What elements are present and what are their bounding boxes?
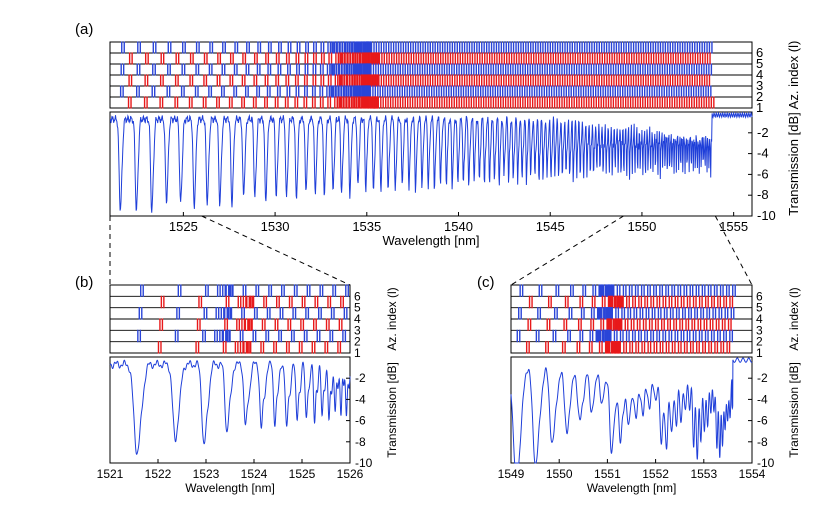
y-tick-label: -2 bbox=[757, 125, 769, 140]
mode-axis-label: Az. index (l) bbox=[787, 287, 801, 350]
mode-index-label: 5 bbox=[354, 301, 361, 315]
x-axis-label: Wavelength [nm] bbox=[382, 233, 479, 248]
mode-index-label: 2 bbox=[354, 335, 361, 349]
mode-index-label: 4 bbox=[756, 67, 763, 82]
y-tick-label: -10 bbox=[757, 456, 775, 470]
mode-axis-label: Az. index (l) bbox=[786, 41, 801, 110]
x-tick-label: 1545 bbox=[536, 219, 565, 234]
mode-index-label: 1 bbox=[756, 100, 763, 115]
y-tick-label: -6 bbox=[757, 166, 769, 181]
panel-label: (c) bbox=[477, 274, 495, 291]
transmission-series-line bbox=[510, 357, 753, 464]
x-tick-label: 1549 bbox=[498, 467, 525, 481]
x-tick-label: 1550 bbox=[627, 219, 656, 234]
mode-index-label: 4 bbox=[354, 312, 361, 326]
mode-index-label: 6 bbox=[756, 289, 763, 303]
plot-frame bbox=[510, 356, 753, 464]
panel-label: (a) bbox=[75, 21, 93, 38]
y-tick-label: -6 bbox=[355, 414, 366, 428]
x-tick-label: 1522 bbox=[145, 467, 172, 481]
y-tick-label: -8 bbox=[757, 187, 769, 202]
x-tick-label: 1521 bbox=[97, 467, 124, 481]
mode-index-label: 6 bbox=[756, 45, 763, 60]
x-axis-label: Wavelength [nm] bbox=[185, 481, 275, 495]
mode-index-label: 1 bbox=[354, 346, 361, 360]
x-tick-label: 1554 bbox=[739, 467, 766, 481]
plot-frame bbox=[109, 356, 351, 464]
transmission-series-line bbox=[109, 111, 753, 213]
mode-index-label: 3 bbox=[756, 78, 763, 93]
x-tick-label: 1551 bbox=[594, 467, 621, 481]
y-tick-label: -2 bbox=[355, 371, 366, 385]
y-tick-label: -10 bbox=[355, 456, 373, 470]
x-tick-label: 1535 bbox=[352, 219, 381, 234]
mode-index-label: 2 bbox=[756, 89, 763, 104]
zoom-connector-line bbox=[714, 215, 753, 286]
y-tick-label: -8 bbox=[355, 435, 366, 449]
x-tick-label: 1552 bbox=[642, 467, 669, 481]
y-tick-label: -4 bbox=[355, 392, 366, 406]
mode-index-label: 6 bbox=[354, 289, 361, 303]
x-tick-label: 1526 bbox=[337, 467, 364, 481]
panel-label: (b) bbox=[75, 274, 93, 291]
mode-index-label: 3 bbox=[756, 323, 763, 337]
y-tick-label: -4 bbox=[757, 392, 768, 406]
y-axis-label: Transmission [dB] bbox=[786, 112, 801, 216]
x-tick-label: 1523 bbox=[193, 467, 220, 481]
y-tick-label: -6 bbox=[757, 414, 768, 428]
x-tick-label: 1553 bbox=[690, 467, 717, 481]
transmission-series-line bbox=[109, 359, 351, 455]
y-tick-label: -2 bbox=[757, 371, 768, 385]
mode-index-label: 2 bbox=[756, 335, 763, 349]
mode-index-label: 5 bbox=[756, 301, 763, 315]
mode-index-label: 5 bbox=[756, 56, 763, 71]
y-tick-label: -8 bbox=[757, 435, 768, 449]
x-tick-label: 1540 bbox=[444, 219, 473, 234]
mode-index-label: 1 bbox=[756, 346, 763, 360]
x-axis-label: Wavelength [nm] bbox=[587, 481, 677, 495]
mode-index-label: 4 bbox=[756, 312, 763, 326]
x-tick-label: 1525 bbox=[289, 467, 316, 481]
mode-index-label: 3 bbox=[354, 323, 361, 337]
zoom-connector-line bbox=[201, 215, 351, 286]
y-tick-label: -4 bbox=[757, 146, 769, 161]
zoom-connector-line bbox=[510, 215, 624, 286]
x-tick-label: 1530 bbox=[261, 219, 290, 234]
y-tick-label: -10 bbox=[757, 208, 776, 223]
x-tick-label: 1555 bbox=[719, 219, 748, 234]
y-axis-label: Transmission [dB] bbox=[787, 362, 801, 458]
y-axis-label: Transmission [dB] bbox=[385, 362, 399, 458]
plot-frame bbox=[109, 111, 753, 217]
mode-axis-label: Az. index (l) bbox=[385, 287, 399, 350]
x-tick-label: 1524 bbox=[241, 467, 268, 481]
x-tick-label: 1525 bbox=[169, 219, 198, 234]
x-tick-label: 1550 bbox=[546, 467, 573, 481]
